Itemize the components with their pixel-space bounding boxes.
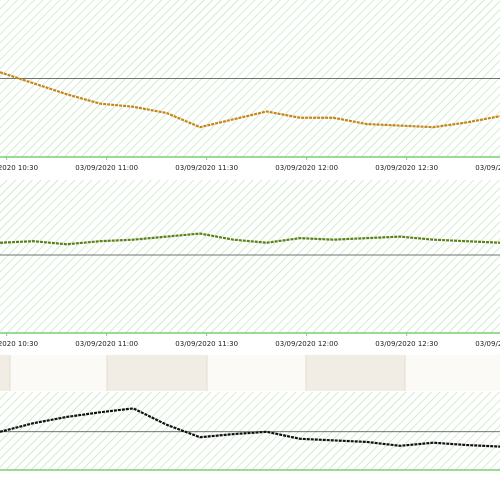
series-line	[0, 71, 500, 129]
plot-area	[0, 180, 500, 333]
x-tick-label: 03/09/2020 12:00	[275, 164, 338, 172]
plot-area	[0, 392, 500, 470]
x-tick-label: 03/09/2020 10:30	[0, 340, 38, 348]
x-tick-label: 03/09/2020 11:00	[75, 340, 138, 348]
x-tick-label: 03/09/2020 11:00	[75, 164, 138, 172]
x-tick-label: 03/09/2020 13:00	[475, 340, 500, 348]
series-line	[0, 232, 500, 246]
series-line	[0, 407, 500, 448]
x-tick-label: 03/09/2020 11:30	[175, 340, 238, 348]
x-tick-label: 03/09/2020 13:00	[475, 164, 500, 172]
x-tick-label: 03/09/2020 12:00	[275, 340, 338, 348]
x-tick-label: 03/09/2020 11:30	[175, 164, 238, 172]
x-tick-label: 03/09/2020 10:30	[0, 164, 38, 172]
x-tick-label: 03/09/2020 12:30	[375, 340, 438, 348]
x-tick-label: 03/09/2020 12:30	[375, 164, 438, 172]
band-strip	[0, 355, 500, 391]
